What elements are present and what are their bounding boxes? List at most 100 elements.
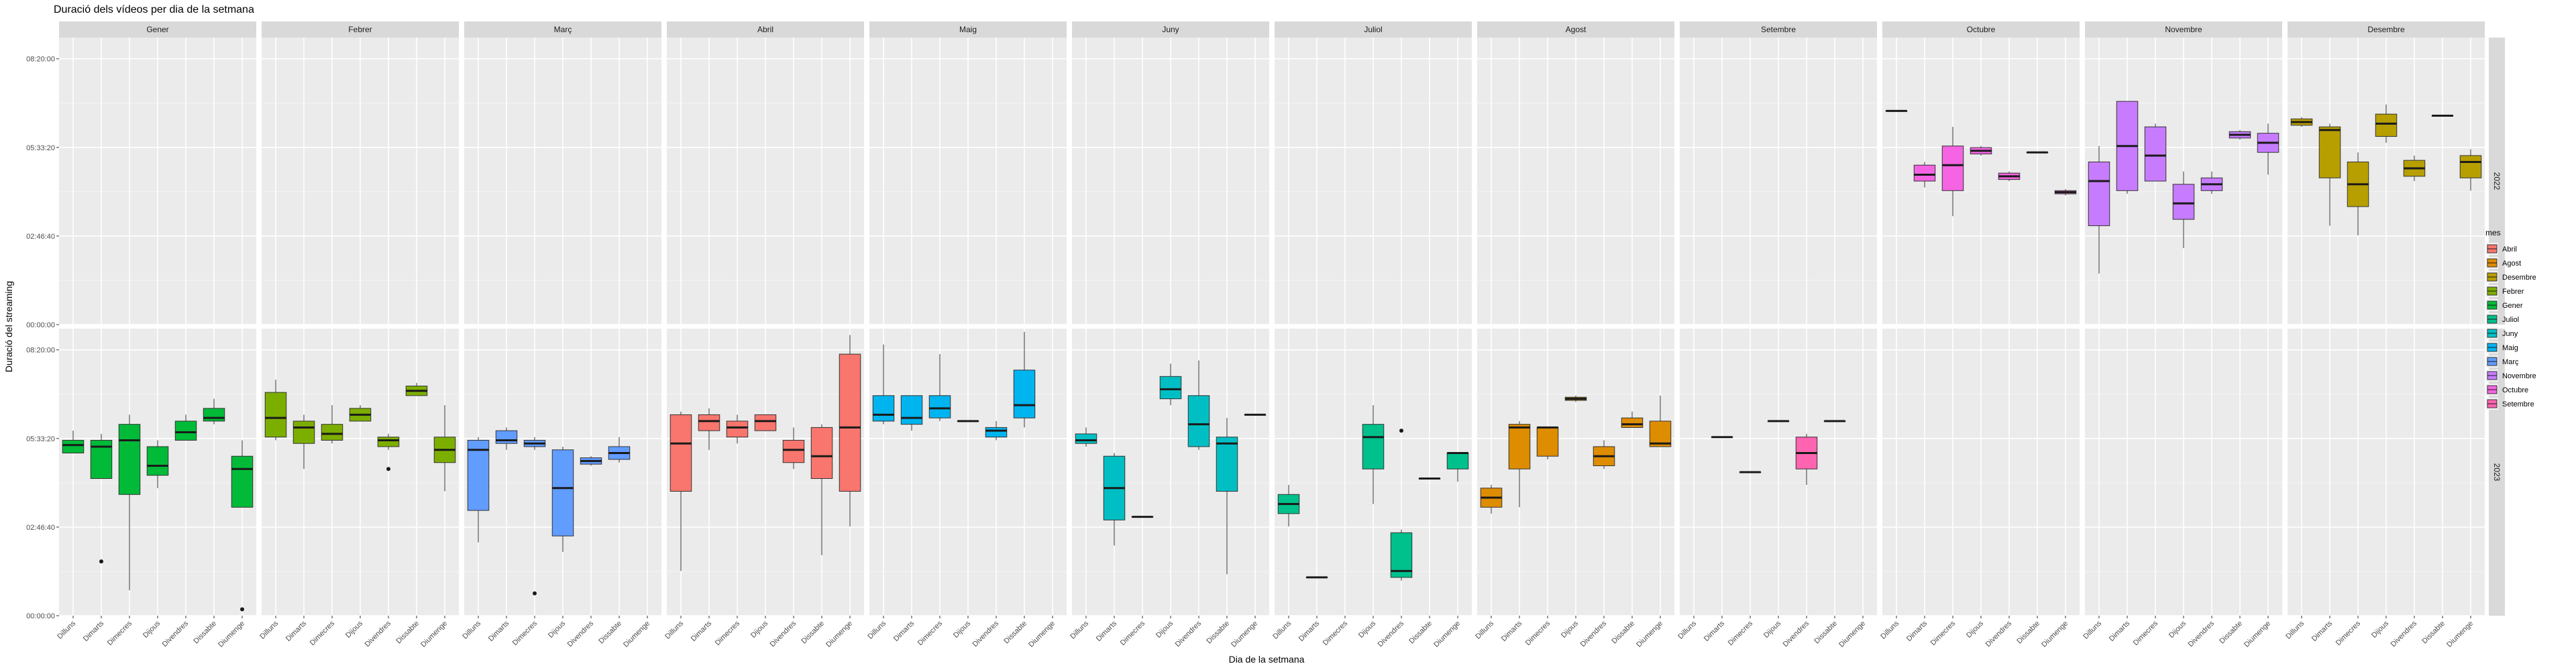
boxplot-box [2403, 155, 2426, 181]
boxplot-box [2459, 149, 2482, 191]
box-iqr [900, 395, 923, 425]
legend-label: Juny [2502, 330, 2518, 338]
boxplot-box [321, 405, 343, 444]
legend-label: Maig [2502, 344, 2518, 352]
boxplot-box [405, 382, 428, 396]
boxplot-box [1305, 576, 1328, 579]
x-tick-label: Dijous [2167, 619, 2188, 639]
boxplot-box [1795, 433, 1818, 486]
boxplot-box [1103, 453, 1126, 546]
boxplot-box [433, 405, 456, 492]
x-tick-label: Dimarts [1297, 619, 1322, 643]
facet-strip [1072, 21, 1269, 38]
x-tick-label: Divendres [1174, 619, 1203, 649]
boxplot-box [754, 414, 777, 431]
boxplot-box [1131, 516, 1154, 518]
legend-label: Gener [2502, 302, 2523, 310]
box-iqr [203, 408, 225, 422]
boxplot-box [146, 440, 169, 488]
x-tick-label: Dimecres [1119, 619, 1147, 647]
x-tick-label: Dissabte [597, 620, 623, 646]
boxplot-box [2054, 188, 2077, 196]
box-iqr [551, 449, 574, 537]
box-iqr [698, 414, 720, 431]
boxplot-box [2026, 151, 2049, 154]
box-iqr [1913, 164, 1936, 182]
boxplot-box [669, 411, 692, 571]
facet-strip [2288, 21, 2485, 38]
x-tick-label: Dissabte [1002, 620, 1028, 646]
x-tick-label: Dijous [142, 619, 162, 639]
x-tick-label: Dijous [749, 619, 769, 639]
box-iqr [1649, 421, 1672, 447]
facet-strip-label: Maig [959, 25, 977, 34]
x-tick-label: Dissabte [2420, 620, 2447, 646]
legend-label: Setembre [2502, 400, 2534, 408]
y-tick-label: 02:46:40 [26, 524, 55, 532]
x-tick-label: Dilluns [1474, 619, 1495, 640]
facet-strip [464, 21, 661, 38]
x-tick-label: Dijous [547, 619, 567, 639]
facet-strip [2085, 21, 2282, 38]
x-tick-label: Divendres [364, 619, 393, 649]
boxplot-box [1075, 427, 1097, 447]
legend-label: Febrer [2502, 288, 2524, 296]
box-iqr [1621, 417, 1644, 428]
facet-strip-label: Setembre [1761, 25, 1796, 34]
x-tick-label: Dijous [1560, 619, 1580, 639]
x-tick-label: Dimecres [1524, 619, 1552, 647]
box-iqr [810, 427, 833, 480]
box-iqr [2172, 184, 2195, 220]
boxplot-box [2144, 123, 2167, 182]
boxplot-box [231, 440, 254, 612]
box-iqr [839, 353, 861, 492]
facet-panels: Gener Febrer Març Abril Maig Juny Juliol Agost S… [26, 21, 2505, 649]
box-iqr [1216, 437, 1238, 492]
boxplot-box [264, 380, 287, 441]
boxplot-box [2290, 117, 2313, 127]
boxplot-box [495, 427, 518, 450]
boxplot-box [1390, 429, 1413, 581]
x-tick-label: Dilluns [258, 619, 280, 640]
legend-label: Desembre [2502, 274, 2536, 282]
boxplot-box [698, 408, 720, 450]
x-tick-label: Dilluns [866, 619, 888, 640]
boxplot-box [2088, 146, 2110, 274]
legend-label: Novembre [2502, 372, 2536, 380]
x-tick-label: Dijous [952, 619, 972, 639]
x-tick-label: Dissabte [1813, 620, 1839, 646]
x-tick-label: Dijous [1762, 619, 1782, 639]
boxplot-box [1649, 395, 1672, 447]
box-iqr [264, 392, 287, 438]
x-tick-label: Divendres [1579, 619, 1609, 649]
x-tick-label: Dijous [344, 619, 364, 639]
x-tick-label: Dimecres [106, 619, 134, 647]
x-tick-label: Divendres [769, 619, 798, 649]
y-tick-label: 00:00:00 [26, 321, 55, 329]
x-tick-label: Dimarts [284, 619, 309, 643]
facet-strip-label: Juny [1162, 25, 1179, 34]
x-tick-label: Dilluns [663, 619, 685, 640]
x-tick-label: Dilluns [461, 619, 482, 640]
facet-strip-label: Agost [1566, 25, 1587, 34]
box-iqr [928, 395, 951, 418]
boxplot-box [174, 414, 197, 441]
x-tick-label: Dimecres [309, 619, 337, 647]
boxplot-box [2347, 152, 2369, 235]
outlier-point [99, 559, 103, 564]
boxplot-box [900, 395, 923, 431]
boxplot-box [1564, 395, 1587, 402]
boxplot-box [1621, 411, 1644, 428]
boxplot-box [1998, 171, 2021, 181]
facet-strip [59, 21, 256, 38]
box-iqr [1362, 424, 1385, 469]
x-tick-label: Dimarts [1703, 619, 1727, 643]
box-iqr [872, 395, 895, 422]
x-tick-label: Dimecres [1322, 619, 1350, 647]
box-iqr [1390, 532, 1413, 578]
box-iqr [782, 439, 805, 463]
box-iqr [1159, 376, 1182, 400]
facet-strip [262, 21, 459, 38]
legend: mes Abril Agost Desembre Febrer Gener Juliol J… [2485, 228, 2536, 410]
facet-strip-label: Desembre [2367, 25, 2405, 34]
